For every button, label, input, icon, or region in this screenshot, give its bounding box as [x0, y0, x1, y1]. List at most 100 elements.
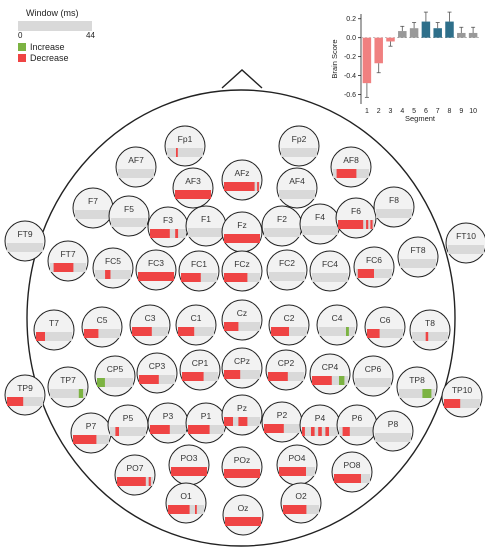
decrease-mark-fz-0	[224, 234, 260, 243]
y-tick-label-3: -0.4	[344, 73, 356, 80]
electrode-afz: AFz	[221, 159, 263, 201]
decrease-mark-cp1-0	[182, 372, 204, 381]
electrode-circle-af7	[115, 146, 157, 188]
decrease-mark-o1-0	[168, 505, 190, 514]
electrode-label-afz: AFz	[234, 168, 249, 178]
x-tick-label-9: 9	[459, 108, 463, 115]
electrode-label-fc5: FC5	[105, 256, 121, 266]
decrease-mark-tp10-0	[444, 399, 461, 408]
electrode-circle-tp9	[4, 374, 46, 416]
electrode-circle-p3	[147, 402, 189, 444]
electrode-label-f3: F3	[163, 215, 173, 225]
increase-mark-tp7-0	[78, 389, 84, 398]
electrode-window-track-fc4	[312, 273, 348, 282]
electrode-cp5: CP5	[94, 355, 136, 397]
electrode-circle-fp2	[278, 125, 320, 167]
electrode-window-track-p8	[375, 433, 411, 442]
electrode-window-track-tp8	[399, 389, 435, 398]
decrease-mark-p4-2	[318, 427, 322, 436]
x-tick-label-7: 7	[436, 108, 440, 115]
electrode-window-track-f4	[302, 226, 338, 235]
electrode-circle-cp6	[352, 355, 394, 397]
electrode-circle-c4	[316, 304, 358, 346]
electrode-af7: AF7	[115, 146, 157, 188]
electrode-circle-af4	[276, 167, 318, 209]
electrode-label-fc2: FC2	[279, 258, 295, 268]
electrode-window-track-af7	[118, 169, 154, 178]
electrode-window-track-f8	[376, 209, 412, 218]
electrode-circle-cpz	[221, 347, 263, 389]
electrode-p1: P1	[185, 402, 227, 444]
electrode-fc3: FC3	[135, 249, 177, 291]
electrode-cp1: CP1	[179, 349, 221, 391]
electrode-ft7: FT7	[47, 240, 89, 282]
electrode-label-p6: P6	[352, 413, 363, 423]
electrode-label-ft9: FT9	[17, 229, 32, 239]
electrode-p8: P8	[372, 410, 414, 452]
electrode-circle-fc2	[266, 249, 308, 291]
increase-swatch	[18, 43, 26, 51]
electrode-fz: Fz	[221, 211, 263, 253]
electrode-label-c2: C2	[284, 313, 295, 323]
electrode-window-track-fp2	[281, 148, 317, 157]
electrode-label-p1: P1	[201, 411, 212, 421]
electrode-circle-cz	[221, 299, 263, 341]
electrode-c3: C3	[129, 304, 171, 346]
decrease-mark-p4-1	[311, 427, 315, 436]
decrease-mark-t7-0	[36, 332, 45, 341]
bar-segment-4	[398, 31, 407, 38]
electrode-poz: POz	[221, 446, 263, 488]
electrode-label-fc3: FC3	[148, 258, 164, 268]
electrode-window-track-f1	[188, 228, 224, 237]
electrode-o1: O1	[165, 482, 207, 524]
electrode-window-track-cp5	[97, 378, 133, 387]
electrode-label-c3: C3	[145, 313, 156, 323]
window-scale-bar	[18, 21, 92, 31]
electrode-circle-fc3	[135, 249, 177, 291]
decrease-mark-f6-1	[366, 220, 369, 229]
electrode-window-track-af4	[279, 190, 315, 199]
electrode-tp9: TP9	[4, 374, 46, 416]
increase-mark-tp8-0	[422, 389, 432, 398]
electrode-f4: F4	[299, 203, 341, 245]
bar-segment-8	[445, 21, 454, 38]
electrode-f5: F5	[108, 195, 150, 237]
bar-segment-3	[386, 37, 395, 42]
electrode-cz: Cz	[221, 299, 263, 341]
electrode-circle-cp5	[94, 355, 136, 397]
electrode-t8: T8	[409, 309, 451, 351]
electrode-f3: F3	[147, 206, 189, 248]
electrode-circle-fp1	[164, 125, 206, 167]
electrode-label-po7: PO7	[126, 463, 143, 473]
electrode-circle-c6	[364, 306, 406, 348]
decrease-mark-afz-0	[224, 182, 255, 191]
electrode-circle-tp7	[47, 366, 89, 408]
electrode-t7: T7	[33, 309, 75, 351]
electrode-po3: PO3	[168, 444, 210, 486]
electrode-po4: PO4	[276, 444, 318, 486]
electrode-circle-f5	[108, 195, 150, 237]
electrode-window-track-c1	[178, 327, 214, 336]
decrease-mark-fc3-0	[138, 272, 174, 281]
decrease-mark-po3-0	[171, 467, 207, 476]
x-tick-label-1: 1	[365, 108, 369, 115]
electrode-label-c5: C5	[97, 315, 108, 325]
electrode-c5: C5	[81, 306, 123, 348]
electrode-circle-o1	[165, 482, 207, 524]
electrode-label-cp3: CP3	[149, 361, 166, 371]
electrode-label-o1: O1	[180, 491, 192, 501]
electrode-c6: C6	[364, 306, 406, 348]
electrode-label-p2: P2	[277, 410, 288, 420]
electrode-circle-c5	[81, 306, 123, 348]
electrode-window-track-c5	[84, 329, 120, 338]
electrode-label-tp9: TP9	[17, 383, 33, 393]
electrode-circle-p1	[185, 402, 227, 444]
head-nose	[221, 69, 263, 89]
electrode-label-c1: C1	[191, 313, 202, 323]
electrode-po7: PO7	[114, 454, 156, 496]
decrease-mark-p2-0	[264, 424, 284, 433]
decrease-mark-p3-0	[150, 425, 170, 434]
electrode-window-track-p6	[339, 427, 375, 436]
decrease-mark-cp4-0	[312, 376, 332, 385]
electrode-window-track-fc5	[95, 270, 131, 279]
